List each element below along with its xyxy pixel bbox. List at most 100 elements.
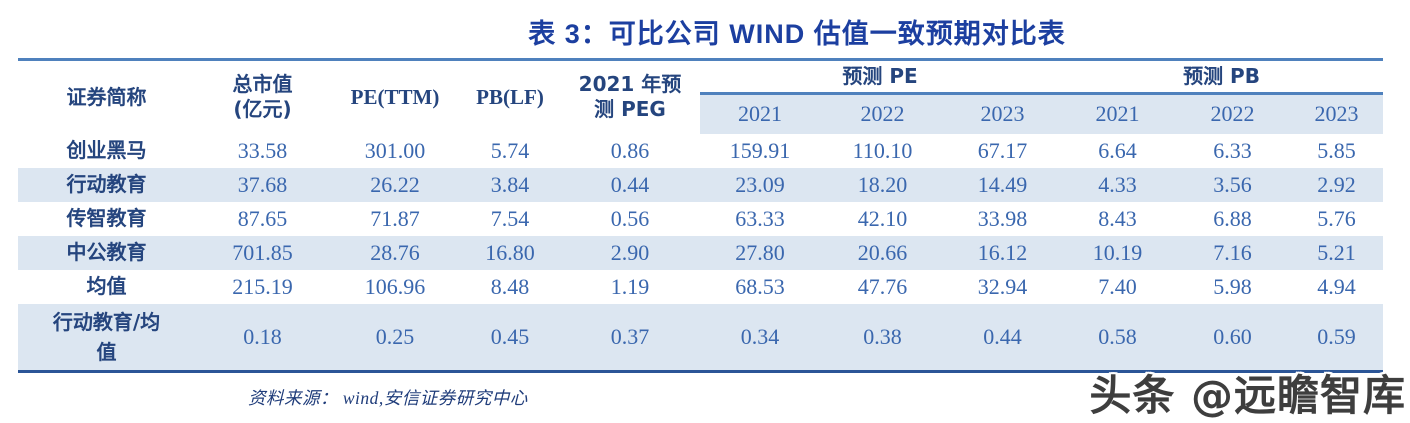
row-label: 创业黑马	[66, 138, 147, 162]
header-line: (亿元)	[233, 97, 292, 122]
source-note-text: 资料来源： wind,安信证券研究中心	[248, 388, 528, 408]
table-row: 传智教育 87.65 71.87 7.54 0.56 63.33 42.10 3…	[18, 202, 1383, 236]
cell-pe-2021: 0.34	[700, 303, 820, 372]
table-title-text: 表 3：可比公司 WIND 估值一致预期对比表	[528, 19, 1066, 49]
cell-peg: 0.56	[610, 205, 650, 231]
cell-pe-2021: 27.80	[700, 235, 820, 270]
table-row: 中公教育 701.85 28.76 16.80 2.90 27.80 20.66…	[18, 235, 1384, 270]
header-row-top: 证券简称 总市值 (亿元) PE(TTM) PB(LF) 2021 年预 测 P…	[18, 59, 1384, 121]
cell-pb-2023: 4.94	[1317, 273, 1356, 299]
cell-pe-2023: 33.98	[977, 205, 1028, 231]
year-header-pb-2021: 2021	[1060, 93, 1176, 134]
cell-pb-lf: 5.74	[490, 137, 530, 163]
cell-mktcap: 701.85	[195, 235, 330, 270]
cell-pe-2021: 159.91	[729, 137, 791, 163]
year-header-pe-2023: 2023	[945, 93, 1061, 134]
cell-mktcap: 33.58	[237, 137, 288, 163]
col-header-peg: 2021 年预 测 PEG	[560, 60, 700, 134]
year-header-pe-2022: 2022	[820, 93, 945, 134]
toutiao-watermark: 头条 @远瞻智库	[1089, 362, 1406, 423]
row-label: 传智教育	[66, 206, 147, 230]
cell-pe-ttm: 28.76	[330, 235, 460, 270]
col-header-pb-lf: PB(LF)	[476, 84, 544, 109]
row-label: 行动教育	[18, 167, 195, 202]
cell-pb-2021: 8.43	[1098, 205, 1137, 231]
cell-pe-2022: 0.38	[820, 303, 945, 372]
row-label: 均值	[86, 274, 127, 298]
cell-mktcap: 215.19	[232, 273, 293, 299]
cell-pb-lf: 3.84	[460, 167, 560, 202]
cell-mktcap: 87.65	[237, 205, 288, 231]
header-line: 总市值	[232, 72, 293, 97]
cell-pb-2023: 2.92	[1290, 167, 1384, 202]
cell-pe-2022: 20.66	[820, 235, 945, 270]
cell-pe-ttm: 26.22	[330, 167, 460, 202]
valuation-comparison-table: 证券简称 总市值 (亿元) PE(TTM) PB(LF) 2021 年预 测 P…	[18, 58, 1384, 373]
table-body: 创业黑马 33.58 301.00 5.74 0.86 159.91 110.1…	[18, 134, 1384, 372]
table-row: 行动教育 37.68 26.22 3.84 0.44 23.09 18.20 1…	[18, 167, 1384, 202]
cell-pe-ttm: 301.00	[364, 137, 426, 163]
cell-pe-ttm: 106.96	[364, 273, 426, 299]
cell-pe-2022: 18.20	[820, 167, 945, 202]
cell-pb-2021: 4.33	[1060, 167, 1176, 202]
col-header-market-cap: 总市值 (亿元)	[195, 60, 330, 134]
cell-peg: 0.44	[560, 167, 700, 202]
cell-pb-2023: 5.21	[1290, 235, 1384, 270]
cell-pb-2021: 10.19	[1060, 235, 1176, 270]
cell-pb-2022: 6.33	[1213, 137, 1252, 163]
header-line: 测 PEG	[594, 97, 666, 122]
cell-pe-2023: 32.94	[977, 273, 1028, 299]
cell-pe-2021: 23.09	[700, 167, 820, 202]
cell-pb-2023: 5.76	[1317, 205, 1356, 231]
col-header-pe-ttm: PE(TTM)	[350, 84, 440, 109]
cell-pe-2023: 67.17	[977, 137, 1028, 163]
cell-pe-2023: 0.44	[945, 303, 1061, 372]
col-group-forecast-pe: 预测 PE	[700, 59, 1061, 95]
cell-pb-2021: 6.64	[1098, 137, 1137, 163]
cell-pb-2021: 7.40	[1098, 273, 1137, 299]
cell-pb-2022: 7.16	[1175, 235, 1291, 270]
cell-pb-lf: 8.48	[490, 273, 530, 299]
col-header-security-name: 证券简称	[66, 84, 147, 109]
year-header-pe-2021: 2021	[700, 93, 820, 134]
cell-pe-2023: 16.12	[945, 235, 1061, 270]
cell-pb-2022: 5.98	[1213, 273, 1252, 299]
cell-peg: 0.86	[610, 137, 650, 163]
cell-peg: 0.37	[560, 303, 700, 372]
header-row-years: 2021 2022 2023 2021 2022 2023	[18, 93, 1384, 134]
cell-pe-2022: 42.10	[857, 205, 908, 231]
cell-pe-2022: 110.10	[852, 137, 913, 163]
table-row: 创业黑马 33.58 301.00 5.74 0.86 159.91 110.1…	[18, 134, 1383, 168]
cell-pe-2022: 47.76	[857, 273, 908, 299]
cell-pb-lf: 16.80	[460, 235, 560, 270]
cell-pb-2023: 5.85	[1317, 137, 1356, 163]
cell-pb-lf: 0.45	[460, 303, 560, 372]
source-note: 资料来源： wind,安信证券研究中心	[0, 385, 528, 410]
row-label: 中公教育	[18, 235, 195, 270]
cell-peg: 1.19	[610, 273, 650, 299]
table-row-ratio: 行动教育/均值 0.18 0.25 0.45 0.37 0.34 0.38 0.…	[18, 303, 1384, 372]
cell-pb-2023: 0.59	[1290, 303, 1384, 372]
year-header-pb-2023: 2023	[1290, 93, 1384, 134]
cell-mktcap: 0.18	[195, 303, 330, 372]
row-label: 行动教育/均值	[18, 303, 195, 372]
year-header-pb-2022: 2022	[1175, 93, 1291, 134]
cell-pe-ttm: 0.25	[330, 303, 460, 372]
cell-mktcap: 37.68	[195, 167, 330, 202]
table-title: 表 3：可比公司 WIND 估值一致预期对比表	[0, 12, 1410, 51]
cell-pe-2021: 68.53	[735, 273, 785, 299]
cell-pb-2022: 0.60	[1175, 303, 1291, 372]
cell-pb-2022: 3.56	[1175, 167, 1291, 202]
col-group-forecast-pb: 预测 PB	[1060, 59, 1384, 95]
cell-peg: 2.90	[560, 235, 700, 270]
watermark-text: 头条 @远瞻智库	[1089, 371, 1406, 420]
valuation-table-container: 证券简称 总市值 (亿元) PE(TTM) PB(LF) 2021 年预 测 P…	[18, 58, 1384, 373]
cell-pb-2021: 0.58	[1060, 303, 1176, 372]
cell-pe-ttm: 71.87	[370, 205, 420, 231]
cell-pb-2022: 6.88	[1213, 205, 1252, 231]
row-label-text: 行动教育/均值	[52, 309, 161, 364]
cell-pb-lf: 7.54	[490, 205, 530, 231]
table-row: 均值 215.19 106.96 8.48 1.19 68.53 47.76 3…	[18, 270, 1383, 304]
cell-pe-2021: 63.33	[735, 205, 785, 231]
